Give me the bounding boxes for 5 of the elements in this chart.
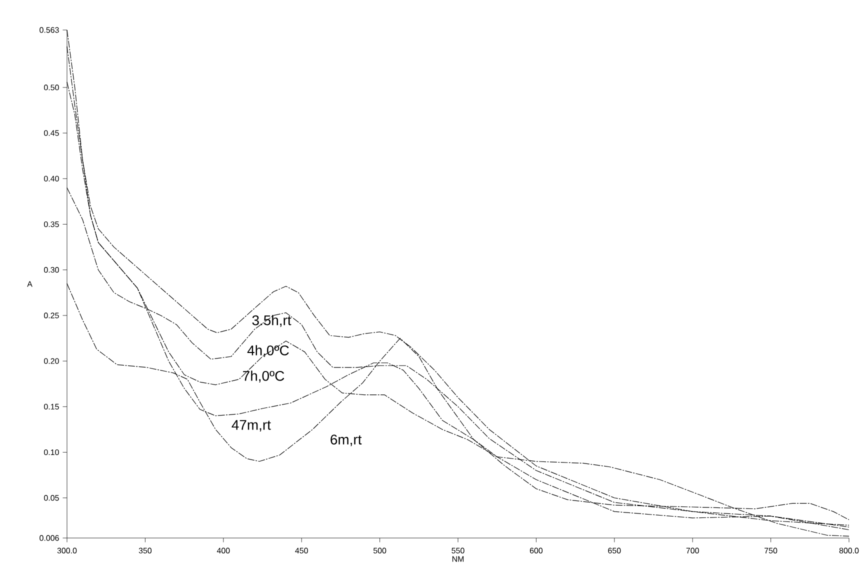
series-label: 4h,0ºC [247,345,289,357]
series-label: 6m,rt [330,434,362,446]
series-label: 3.5h,rt [252,314,292,327]
series-label: 7h,0ºC [243,370,284,383]
series-label: 47m,rt [232,420,271,432]
